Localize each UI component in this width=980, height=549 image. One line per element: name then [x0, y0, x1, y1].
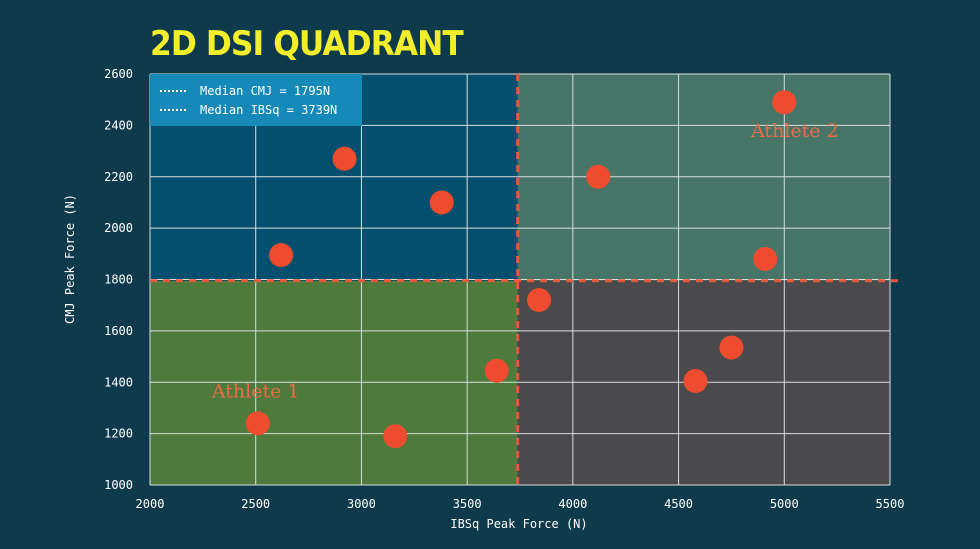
y-axis-label: CMJ Peak Force (N)	[63, 194, 77, 324]
chart-title: 2D DSI QUADRANT	[150, 24, 464, 64]
x-tick-label: 3000	[347, 497, 376, 511]
x-tick-label: 2500	[241, 497, 270, 511]
data-point	[484, 358, 509, 383]
y-tick-label: 2200	[104, 170, 133, 184]
median-lines	[150, 74, 898, 485]
data-points	[245, 90, 797, 449]
data-point	[245, 411, 270, 436]
y-tick-label: 1800	[104, 273, 133, 287]
y-tick-label: 1200	[104, 427, 133, 441]
legend-dotted-line-icon	[160, 109, 186, 111]
data-point	[429, 190, 454, 215]
athlete-label: Athlete 2	[750, 120, 839, 142]
y-tick-label: 2400	[104, 118, 133, 132]
athlete-annotations: Athlete 1 Athlete 2	[211, 120, 839, 403]
data-point	[753, 246, 778, 271]
data-point	[683, 368, 708, 393]
y-tick-label: 2600	[104, 67, 133, 81]
quadrant-bottom-left	[150, 280, 518, 485]
x-tick-labels: 2000 2500 3000 3500 4000 4500 5000 5500	[136, 497, 905, 511]
y-tick-label: 1600	[104, 324, 133, 338]
quadrant-top-right	[517, 74, 890, 281]
athlete-label: Athlete 1	[211, 381, 300, 403]
legend-label: Median CMJ = 1795N	[200, 84, 331, 98]
data-point	[269, 243, 294, 268]
legend-dotted-line-icon	[160, 90, 186, 92]
legend-item-median-cmj: Median CMJ = 1795N	[160, 84, 330, 98]
x-axis-label: IBSq Peak Force (N)	[450, 517, 587, 531]
y-tick-labels: 1000 1200 1400 1600 1800 2000 2200 2400 2600	[104, 67, 133, 492]
legend: Median CMJ = 1795N Median IBSq = 3739N	[150, 74, 362, 126]
x-tick-label: 3500	[453, 497, 482, 511]
data-point	[332, 146, 357, 171]
data-point	[719, 335, 744, 360]
data-point	[527, 288, 552, 313]
x-tick-label: 2000	[136, 497, 165, 511]
y-tick-label: 1400	[104, 375, 133, 389]
legend-item-median-ibsq: Median IBSq = 3739N	[160, 103, 337, 117]
y-tick-label: 1000	[104, 478, 133, 492]
y-tick-label: 2000	[104, 221, 133, 235]
x-tick-label: 5500	[876, 497, 905, 511]
x-tick-label: 5000	[770, 497, 799, 511]
legend-label: Median IBSq = 3739N	[200, 103, 338, 117]
data-point	[772, 90, 797, 115]
data-point	[383, 424, 408, 449]
x-tick-label: 4500	[664, 497, 693, 511]
x-tick-label: 4000	[558, 497, 587, 511]
data-point	[586, 164, 611, 189]
